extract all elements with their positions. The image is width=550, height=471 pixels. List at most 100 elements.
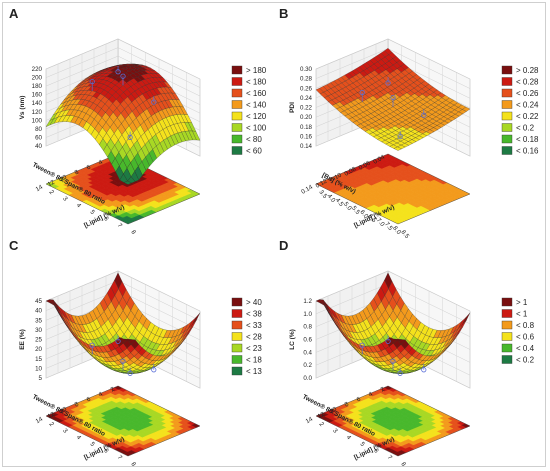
legend-c: > 40 < 38 < 33 < 28 < 23 < 18 < 13 <box>231 297 262 376</box>
data-point-d <box>359 342 365 348</box>
legend-swatch-b <box>501 134 513 144</box>
z-tick-b: 0.30 <box>300 66 313 73</box>
y-tick-d: 12 <box>317 410 327 420</box>
x-tick-b: 5.5 <box>350 205 361 217</box>
legend-label-a: < 120 <box>246 112 267 121</box>
z-tick-b: 0.18 <box>300 124 313 131</box>
legend-swatch-a <box>231 77 243 86</box>
x-tick-b: 3.5 <box>317 189 328 201</box>
legend-swatch-c <box>231 343 243 353</box>
legend-swatch-c <box>231 332 243 341</box>
surface-cell <box>393 338 402 342</box>
legend-swatch-d <box>501 297 513 307</box>
y-tick-c: 14 <box>35 415 45 425</box>
z-tick-a: 220 <box>32 66 43 73</box>
figure-frame <box>2 2 546 467</box>
legend-label-a: < 160 <box>246 89 267 98</box>
data-point-b <box>421 112 427 118</box>
y-tick-a: 6 <box>86 163 93 171</box>
z-tick-c: 35 <box>35 317 42 324</box>
x-tick-c: 2 <box>47 421 55 429</box>
panel-c-chart: C5101520253035404523456782468101214[Lipi… <box>9 238 262 468</box>
legend-swatch-c <box>231 355 243 364</box>
z-tick-d: 0.4 <box>303 349 312 356</box>
x-tick-a: 7 <box>116 222 124 230</box>
z-tick-b: 0.20 <box>300 114 313 121</box>
legend-swatch-b <box>501 88 513 98</box>
z-tick-a: 60 <box>35 135 42 142</box>
x-tick-c: 4 <box>75 434 83 442</box>
y-tick-c: 8 <box>74 400 81 408</box>
z-tick-b: 0.22 <box>300 105 313 112</box>
legend-swatch-b <box>501 77 513 86</box>
data-point-b <box>397 133 403 140</box>
legend-swatch-a <box>231 65 243 75</box>
y-tick-a: 4 <box>98 158 105 166</box>
x-tick-b: 7.5 <box>383 221 394 233</box>
x-tick-b: 6.5 <box>367 213 378 225</box>
legend-swatch-a <box>231 100 243 109</box>
x-tick-a: 4 <box>75 202 83 210</box>
x-tick-a: 5 <box>88 209 96 217</box>
legend-swatch-d <box>501 320 513 330</box>
z-tick-a: 120 <box>32 109 43 116</box>
x-tick-d: 7 <box>386 454 394 462</box>
legend-label-b: < 0.24 <box>516 101 539 110</box>
y-tick-a: 14 <box>35 183 45 193</box>
z-tick-c: 40 <box>35 308 42 315</box>
panel-letter-c: C <box>9 238 19 253</box>
z-tick-a: 180 <box>32 83 43 90</box>
floor-contour-c <box>45 385 201 457</box>
legend-swatch-b <box>501 123 513 132</box>
y-tick-c: 6 <box>86 395 93 403</box>
legend-swatch-a <box>231 134 243 144</box>
z-tick-b: 0.26 <box>300 85 313 92</box>
x-tick-b: 6.0 <box>358 209 369 221</box>
legend-label-c: > 40 <box>246 298 262 307</box>
y-tick-c: 4 <box>98 390 105 398</box>
legend-d: > 1 < 1 < 0.8 < 0.6 < 0.4 < 0.2 <box>501 297 535 365</box>
panel-d-chart: D0.00.20.40.60.81.01.223456782468101214[… <box>279 238 535 468</box>
x-tick-b: 8.5 <box>399 229 410 241</box>
legend-label-a: < 180 <box>246 78 267 87</box>
z-tick-c: 5 <box>39 375 43 382</box>
legend-label-b: < 0.26 <box>516 89 539 98</box>
legend-label-b: > 0.28 <box>516 66 539 75</box>
y-tick-a: 8 <box>74 168 81 176</box>
x-tick-b: 4.5 <box>334 197 345 209</box>
surface-mesh-d <box>315 272 471 374</box>
legend-label-c: < 13 <box>246 367 262 376</box>
legend-label-b: < 0.22 <box>516 112 539 121</box>
z-tick-c: 45 <box>35 298 42 305</box>
x-tick-a: 6 <box>102 215 110 223</box>
y-tick-c: 2 <box>110 385 117 393</box>
legend-swatch-c <box>231 366 243 376</box>
y-tick-c: 12 <box>47 410 57 420</box>
legend-swatch-c <box>231 320 243 330</box>
x-tick-c: 8 <box>129 461 137 469</box>
data-point-b <box>385 80 391 86</box>
z-tick-d: 0.2 <box>303 362 312 369</box>
legend-label-d: < 0.6 <box>516 333 535 342</box>
y-tick-d: 10 <box>329 405 339 415</box>
z-tick-d: 0.0 <box>303 375 312 382</box>
legend-label-a: < 140 <box>246 101 267 110</box>
data-point-d <box>385 338 391 344</box>
z-axis-label-d: LC (%) <box>289 329 296 350</box>
z-tick-c: 20 <box>35 346 42 353</box>
panel-a-chart: A406080100120140160180200220234567824681… <box>9 6 267 236</box>
x-tick-d: 2 <box>317 421 325 429</box>
z-tick-b: 0.28 <box>300 76 313 83</box>
panel-b-chart: B 0.14 0.16 0.18 0.20 0.22 0.24 0.26 0.28 0.30 3.5… <box>279 6 539 240</box>
z-tick-c: 15 <box>35 356 42 363</box>
legend-label-c: < 33 <box>246 321 262 330</box>
legend-label-d: < 1 <box>516 310 528 319</box>
legend-label-b: < 0.2 <box>516 124 535 133</box>
surface-mesh-c <box>45 272 201 374</box>
z-tick-b: 0.14 <box>300 143 313 150</box>
x-tick-b: 8.0 <box>391 225 402 237</box>
data-point-c <box>89 342 95 348</box>
data-point-d <box>390 358 396 364</box>
floor-border-a <box>45 153 201 225</box>
legend-label-c: < 38 <box>246 310 262 319</box>
